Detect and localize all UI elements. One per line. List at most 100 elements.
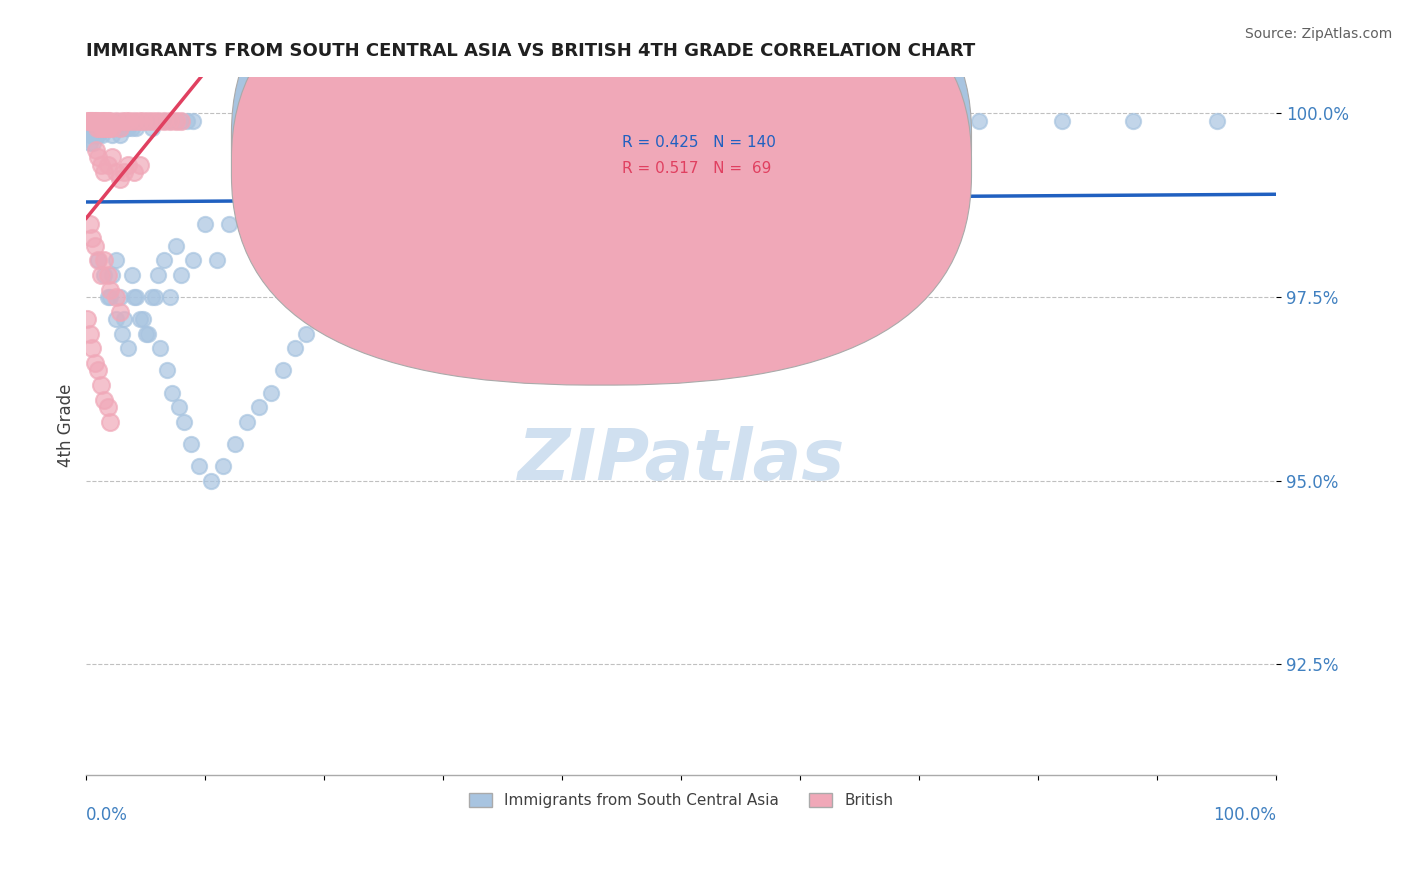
Point	[212, 458, 235, 473]
Point	[180, 437, 202, 451]
Point	[76, 121, 98, 136]
Point	[200, 474, 222, 488]
Point	[91, 113, 114, 128]
Point	[253, 194, 276, 209]
Point	[337, 158, 360, 172]
Point	[90, 128, 112, 143]
Point	[82, 342, 104, 356]
Point	[142, 113, 165, 128]
Point	[170, 113, 193, 128]
Point	[551, 194, 574, 209]
Point	[135, 326, 157, 341]
Point	[138, 113, 160, 128]
Point	[242, 217, 264, 231]
Point	[80, 121, 103, 136]
Point	[118, 113, 141, 128]
Point	[84, 143, 107, 157]
Point	[277, 194, 299, 209]
Point	[122, 113, 145, 128]
Point	[741, 143, 763, 157]
Point	[108, 128, 131, 143]
Point	[183, 253, 205, 268]
Text: 100.0%: 100.0%	[1213, 806, 1277, 824]
Point	[87, 363, 110, 377]
Text: R = 0.517   N =  69: R = 0.517 N = 69	[621, 161, 770, 177]
Point	[77, 121, 100, 136]
Point	[325, 179, 347, 194]
Point	[103, 121, 125, 136]
Point	[96, 121, 118, 136]
Point	[82, 136, 104, 150]
Point	[82, 113, 104, 128]
Point	[301, 179, 323, 194]
Point	[122, 113, 145, 128]
Point	[669, 165, 692, 179]
Point	[76, 312, 98, 326]
Point	[82, 121, 104, 136]
Point	[125, 121, 148, 136]
Point	[135, 113, 157, 128]
Point	[98, 113, 121, 128]
Point	[86, 121, 108, 136]
Point	[82, 128, 104, 143]
Point	[112, 312, 135, 326]
Point	[104, 113, 127, 128]
Point	[146, 113, 169, 128]
Point	[83, 113, 105, 128]
Point	[82, 113, 104, 128]
Point	[87, 121, 110, 136]
Point	[121, 121, 143, 136]
Point	[83, 113, 105, 128]
Point	[98, 113, 121, 128]
Point	[108, 304, 131, 318]
Point	[90, 121, 112, 136]
Point	[96, 121, 118, 136]
Point	[492, 217, 515, 231]
Y-axis label: 4th Grade: 4th Grade	[58, 384, 75, 467]
Point	[90, 268, 112, 282]
Point	[93, 268, 115, 282]
Point	[122, 290, 145, 304]
Point	[101, 268, 124, 282]
Point	[93, 165, 115, 179]
Point	[108, 121, 131, 136]
Point	[83, 238, 105, 252]
Point	[90, 378, 112, 392]
Point	[884, 121, 907, 136]
Point	[122, 165, 145, 179]
Point	[194, 217, 217, 231]
Point	[159, 113, 181, 128]
Point	[132, 113, 155, 128]
Point	[97, 121, 120, 136]
Point	[101, 128, 124, 143]
Point	[79, 136, 101, 150]
Point	[82, 231, 104, 245]
Point	[114, 121, 136, 136]
Point	[98, 283, 121, 297]
Point	[79, 113, 101, 128]
Point	[93, 121, 115, 136]
Point	[107, 121, 129, 136]
Point	[183, 113, 205, 128]
Point	[159, 113, 181, 128]
Point	[97, 268, 120, 282]
Point	[105, 113, 128, 128]
Point	[80, 113, 103, 128]
Point	[610, 179, 633, 194]
Point	[83, 356, 105, 370]
Point	[156, 363, 179, 377]
Point	[86, 121, 108, 136]
FancyBboxPatch shape	[568, 115, 914, 195]
Point	[76, 113, 98, 128]
Point	[117, 342, 139, 356]
Point	[307, 312, 329, 326]
Point	[165, 113, 187, 128]
Point	[152, 113, 174, 128]
Point	[87, 150, 110, 164]
Point	[170, 113, 193, 128]
Point	[111, 113, 134, 128]
Point	[1122, 113, 1144, 128]
Point	[98, 415, 121, 429]
Text: ZIPatlas: ZIPatlas	[517, 426, 845, 495]
Point	[170, 268, 193, 282]
